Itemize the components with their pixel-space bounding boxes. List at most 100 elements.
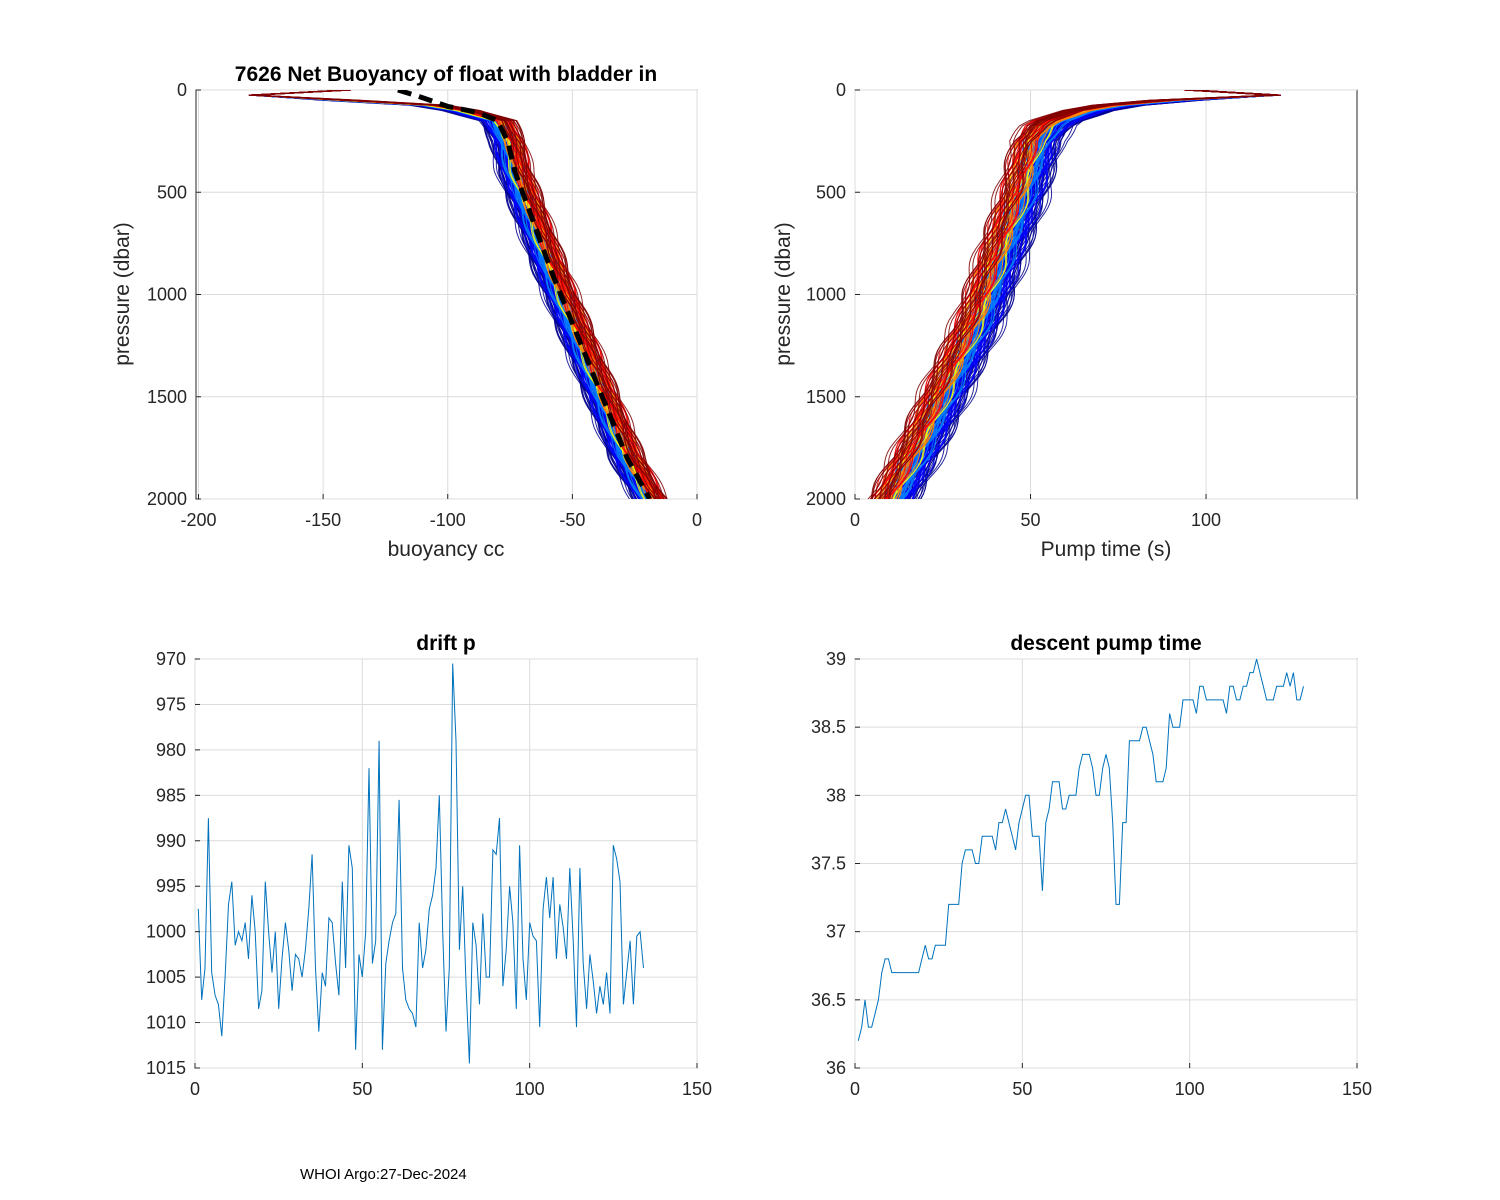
buoyancy-panel: -200 -150 -100 -50 0 0 500 1000 1500 2000 7626 Ne… xyxy=(111,63,702,561)
buoyancy-profile-line xyxy=(249,90,641,499)
pump-ytick-label: 500 xyxy=(816,182,846,202)
pump-profile-line xyxy=(884,90,1281,499)
pump-profile-line xyxy=(909,90,1279,499)
pump-profile-line xyxy=(902,90,1279,499)
pump-ytick-label: 1500 xyxy=(806,387,846,407)
drift-ytick-label: 980 xyxy=(156,740,186,760)
drift-line xyxy=(197,663,644,1064)
buoyancy-profile-line xyxy=(248,90,665,499)
descent-xtick-label: 0 xyxy=(850,1079,860,1099)
buoyancy-mean-profile xyxy=(397,90,652,499)
descent-ytick-label: 36.5 xyxy=(811,990,846,1010)
pump-ytick-label: 1000 xyxy=(806,285,846,305)
drift-xtick-label: 50 xyxy=(352,1079,372,1099)
buoyancy-ylabel: pressure (dbar) xyxy=(111,222,134,366)
buoyancy-profile-line xyxy=(250,90,630,499)
buoyancy-ytick-label: 1500 xyxy=(147,387,187,407)
drift-xtick-label: 0 xyxy=(190,1079,200,1099)
buoyancy-xtick-label: 0 xyxy=(692,510,702,530)
drift-ytick-label: 970 xyxy=(156,649,186,669)
buoyancy-profiles xyxy=(248,90,668,499)
drift-ytick-label: 1015 xyxy=(146,1058,186,1078)
pump-profile-line xyxy=(895,90,1281,499)
buoyancy-gridlines xyxy=(196,89,698,500)
descent-xtick-label: 50 xyxy=(1012,1079,1032,1099)
pump-profiles xyxy=(867,90,1281,499)
drift-ytick-label: 1000 xyxy=(146,922,186,942)
pump-profile-line xyxy=(915,90,1275,499)
drift-ytick-label: 995 xyxy=(156,876,186,896)
buoyancy-profile-line xyxy=(248,90,667,499)
descent-ytick-label: 37 xyxy=(826,922,846,942)
buoyancy-xtick-label: -100 xyxy=(430,510,466,530)
descent-gridlines xyxy=(854,658,1358,1069)
descent-xtick-label: 100 xyxy=(1175,1079,1205,1099)
descent-ytick-label: 39 xyxy=(826,649,846,669)
descent-panel: 0 50 100 150 36 36.5 37 37.5 38 38.5 39 descent pu… xyxy=(811,632,1372,1099)
descent-line xyxy=(857,658,1304,1041)
drift-ytick-label: 985 xyxy=(156,785,186,805)
descent-ytick-label: 38 xyxy=(826,785,846,805)
descent-ytick-label: 36 xyxy=(826,1058,846,1078)
descent-title: descent pump time xyxy=(1010,632,1201,655)
pump-ytick-label: 0 xyxy=(836,80,846,100)
buoyancy-profile-line xyxy=(249,90,643,499)
pump-xtick-label: 100 xyxy=(1191,510,1221,530)
buoyancy-ticks: -200 -150 -100 -50 0 0 500 1000 1500 2000 xyxy=(147,80,702,530)
drift-axes-frame xyxy=(194,658,698,1069)
pump-profile-line xyxy=(908,90,1280,499)
descent-ticks: 0 50 100 150 36 36.5 37 37.5 38 38.5 39 xyxy=(811,649,1372,1099)
pump-xtick-label: 0 xyxy=(850,510,860,530)
pump-ytick-label: 2000 xyxy=(806,489,846,509)
pump-ylabel: pressure (dbar) xyxy=(772,222,795,366)
drift-ytick-label: 975 xyxy=(156,694,186,714)
buoyancy-ytick-label: 500 xyxy=(157,182,187,202)
drift-ytick-label: 1005 xyxy=(146,967,186,987)
pump-profile-line xyxy=(903,90,1281,499)
drift-ticks: 0 50 100 150 970 975 980 985 990 995 1000 1005 1010 1… xyxy=(146,649,712,1099)
pump-profile-line xyxy=(905,90,1281,499)
buoyancy-xtick-label: -200 xyxy=(180,510,216,530)
pump-profile-line xyxy=(888,90,1273,499)
buoyancy-profile-line xyxy=(251,90,645,499)
buoyancy-title: 7626 Net Buoyancy of float with bladder … xyxy=(235,63,657,86)
drift-xtick-label: 100 xyxy=(515,1079,545,1099)
buoyancy-profile-line xyxy=(251,90,633,499)
drift-series xyxy=(197,663,644,1064)
buoyancy-xtick-label: -50 xyxy=(559,510,585,530)
drift-ytick-label: 1010 xyxy=(146,1013,186,1033)
buoyancy-ytick-label: 1000 xyxy=(147,285,187,305)
pump-gridlines xyxy=(854,89,1357,500)
descent-ytick-label: 37.5 xyxy=(811,854,846,874)
buoyancy-ytick-label: 0 xyxy=(177,80,187,100)
buoyancy-profile-line xyxy=(249,90,662,499)
pump-profile-line xyxy=(918,90,1276,499)
pump-profile-line xyxy=(887,90,1280,499)
drift-xtick-label: 150 xyxy=(682,1079,712,1099)
drift-gridlines xyxy=(194,658,698,1069)
descent-xtick-label: 150 xyxy=(1342,1079,1372,1099)
pump-profile-line xyxy=(879,90,1273,499)
descent-ytick-label: 38.5 xyxy=(811,717,846,737)
buoyancy-profile-line xyxy=(249,90,644,499)
buoyancy-profile-line xyxy=(248,90,668,499)
pump-profile-line xyxy=(871,90,1273,499)
pump-xtick-label: 50 xyxy=(1021,510,1041,530)
drift-ytick-label: 990 xyxy=(156,831,186,851)
drift-title: drift p xyxy=(416,632,475,655)
buoyancy-xtick-label: -150 xyxy=(305,510,341,530)
descent-series xyxy=(857,658,1304,1041)
pump-profile-line xyxy=(898,90,1276,499)
pump-profile-line xyxy=(903,90,1280,499)
pump-profile-line xyxy=(900,90,1274,499)
footer-stamp: WHOI Argo:27-Dec-2024 xyxy=(300,1166,467,1183)
buoyancy-profile-line xyxy=(254,90,668,499)
pump-xlabel: Pump time (s) xyxy=(1041,538,1172,561)
buoyancy-ytick-label: 2000 xyxy=(147,489,187,509)
pump-profile-line xyxy=(870,90,1281,499)
pump-profile-line xyxy=(874,90,1273,499)
pump-profile-line xyxy=(884,90,1273,499)
buoyancy-xlabel: buoyancy cc xyxy=(388,538,505,561)
